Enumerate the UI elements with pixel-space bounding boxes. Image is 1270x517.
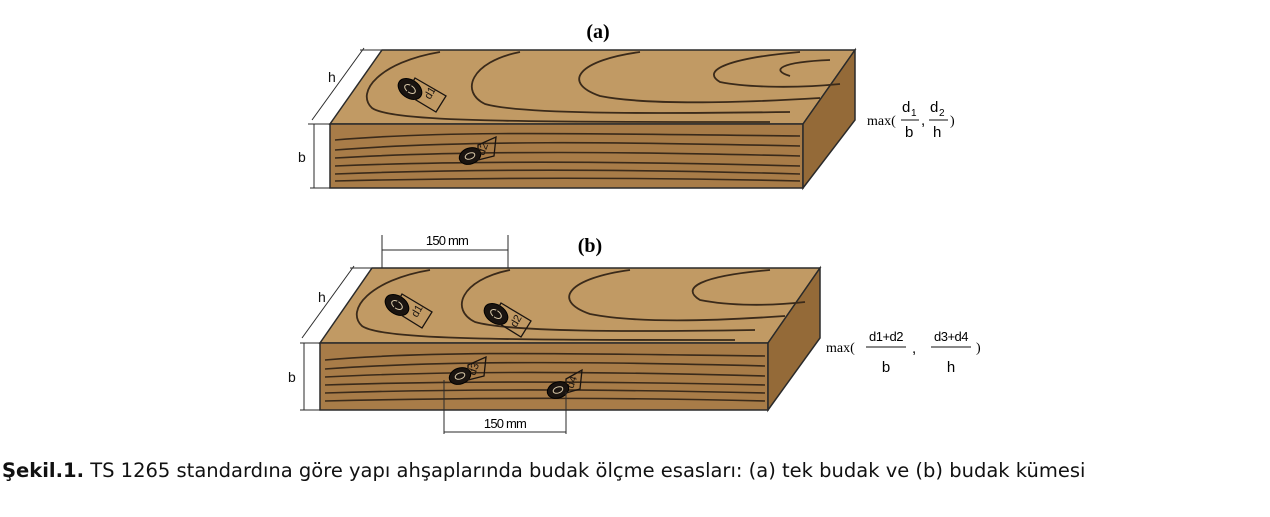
formula-a: max( d 1 b , d 2 h ) xyxy=(867,99,955,141)
formula-a-suffix: ) xyxy=(950,114,955,129)
knot-b-top-2: d2 xyxy=(483,302,532,338)
beam-b: d1 d2 d3 d4 xyxy=(318,265,822,413)
beam-a: d1 d2 xyxy=(328,47,857,191)
knot-b-front-2: d4 xyxy=(546,368,583,399)
figure-caption: Şekil.1. TS 1265 standardına göre yapı a… xyxy=(2,455,1268,486)
panel-a: (a) xyxy=(298,21,955,191)
formula-b-prefix: max( xyxy=(826,341,855,356)
formula-a-sep: , xyxy=(921,112,925,129)
panel-b-label: (b) xyxy=(578,235,602,257)
knot-b-top-1: d1 xyxy=(384,293,433,329)
dim-bottom-label: 150 mm xyxy=(484,416,526,431)
knot-b-label-d2: d2 xyxy=(508,313,525,330)
formula-b-sep: , xyxy=(912,340,916,357)
beam-b-side-face xyxy=(767,265,821,413)
beam-a-dimensions xyxy=(308,47,382,189)
formula-b-den2: h xyxy=(947,359,955,376)
knot-b-label-d1: d1 xyxy=(409,303,426,320)
formula-a-num2-sub: 2 xyxy=(939,108,945,119)
knot-measurement-figure: (a) xyxy=(288,21,981,434)
formula-b-suffix: ) xyxy=(976,341,981,356)
beam-b-front-grain xyxy=(324,352,766,402)
caption-text: TS 1265 standardına göre yapı ahşapların… xyxy=(84,459,1086,482)
panel-b: (b) 150 mm xyxy=(288,233,981,434)
caption-label: Şekil.1. xyxy=(2,459,84,482)
beam-b-dim-h: h xyxy=(318,289,326,305)
dim-top-label: 150 mm xyxy=(426,233,468,248)
formula-a-num1-sub: 1 xyxy=(911,108,917,119)
formula-a-den1: b xyxy=(905,124,913,141)
knot-a-label-d2: d2 xyxy=(476,141,491,157)
beam-a-top-grain xyxy=(366,51,841,123)
knot-a-top: d1 xyxy=(397,77,447,113)
beam-b-dim-b: b xyxy=(288,369,296,385)
knot-a-front: d2 xyxy=(458,135,497,165)
formula-a-prefix: max( xyxy=(867,114,896,129)
formula-b-den1: b xyxy=(882,359,890,376)
formula-a-num2: d xyxy=(930,99,938,116)
formula-a-num1: d xyxy=(902,99,910,116)
knot-b-label-d3: d3 xyxy=(467,361,482,377)
formula-a-den2: h xyxy=(933,124,941,141)
formula-b-num1: d1+d2 xyxy=(869,329,903,344)
formula-b-num2: d3+d4 xyxy=(934,329,968,344)
knot-b-front-1: d3 xyxy=(448,355,487,385)
beam-b-top-grain xyxy=(356,269,806,341)
knot-a-label-d1: d1 xyxy=(422,85,439,102)
knot-b-label-d4: d4 xyxy=(565,374,580,390)
beam-a-dim-h: h xyxy=(328,69,336,85)
formula-b: max( d1+d2 b , d3+d4 h ) xyxy=(826,329,981,376)
dim-bottom-150 xyxy=(443,380,567,434)
beam-a-front-grain xyxy=(334,132,801,182)
beam-a-side-face xyxy=(802,47,856,191)
beam-a-dim-b: b xyxy=(298,149,306,165)
panel-a-label: (a) xyxy=(586,21,609,43)
beam-b-dimensions xyxy=(300,265,372,411)
